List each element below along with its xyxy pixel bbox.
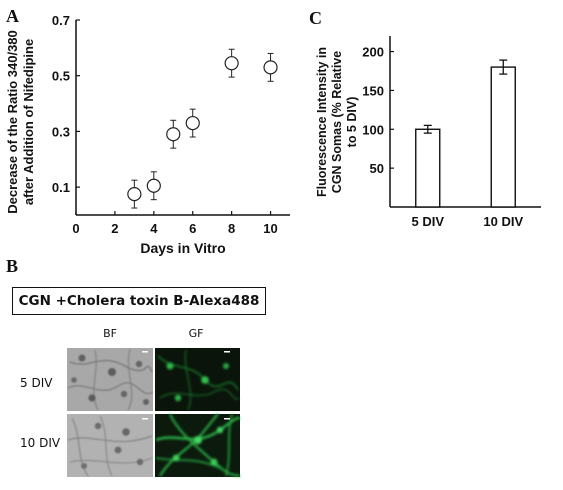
x-tick-label: 6 [189,221,196,236]
bf-10div-image [67,414,153,477]
data-point [146,178,161,193]
bar-y-label-line2: CGN Somas (% Relative [330,51,344,193]
panel-b-title-box: CGN +Cholera toxin B-Alexa488 [12,287,266,315]
col-label-gf: GF [189,327,204,340]
scatter-chart: 0 2 4 6 8 10 0.1 0.3 0.5 0.7 Days in Vitro Decrea… [5,13,290,256]
gf-10div-image [155,413,241,477]
row-label-5div: 5 DIV [20,376,53,390]
y-tick-label: 0.3 [52,124,70,139]
data-point [224,56,239,71]
panel-a-label: A [6,6,19,26]
bar [415,128,441,208]
col-label-bf: BF [103,327,117,340]
x-tick-label: 4 [150,221,158,236]
x-tick-label: 0 [72,221,79,236]
data-point [185,115,200,131]
micrograph-panel: BF GF 5 DIV 10 DIV [20,327,241,477]
row-label-10div: 10 DIV [20,436,61,450]
bar-category-label: 5 DIV [411,214,444,229]
bar-category-label: 10 DIV [483,214,523,229]
data-point [263,60,278,75]
x-axis-label: Days in Vitro [140,240,225,256]
data-point [127,187,142,202]
y-axis-label-line1: Decrease of the Ratio 340/380 [5,30,20,214]
panel-b-label: B [6,256,18,276]
bar-y-tick-label: 200 [362,45,384,60]
bar-y-label-line1: Fluorescence Intensity in [315,47,329,197]
panel-c-label: C [309,8,322,28]
bar-y-label-line3: to 5 DIV) [345,97,359,148]
x-tick-label: 2 [111,221,118,236]
bf-5div-image [67,348,154,411]
bar-chart: 50 100 150 200 5 DIV 10 DIV Fluorescence Int… [315,36,541,229]
y-tick-label: 0.7 [52,13,70,28]
x-tick-label: 8 [228,221,235,236]
y-tick-label: 0.5 [52,69,70,84]
bar-y-tick-label: 100 [362,122,384,137]
data-point [166,127,181,142]
bar-y-tick-label: 50 [370,161,384,176]
bar [490,66,516,208]
bar-y-tick-label: 150 [362,83,384,98]
gf-5div-image [155,348,240,411]
y-tick-label: 0.1 [52,180,70,195]
y-axis-label-line2: after Addition of Nifedipine [21,39,36,205]
x-tick-label: 10 [263,221,277,236]
panel-b-title: CGN +Cholera toxin B-Alexa488 [18,293,260,309]
